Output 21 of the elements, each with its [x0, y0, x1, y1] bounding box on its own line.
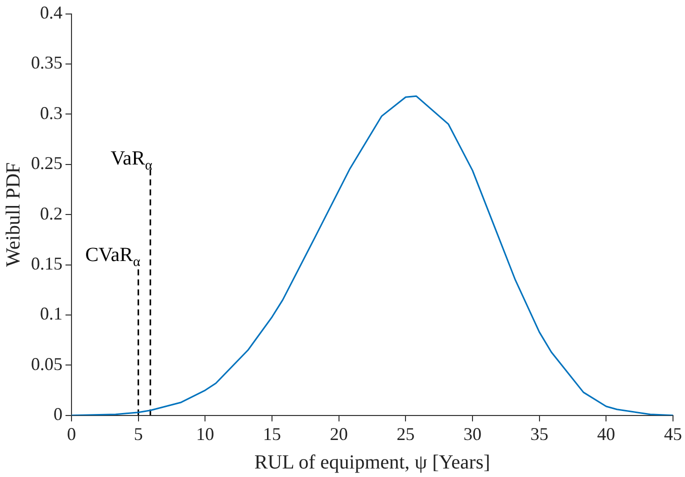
y-tick-label: 0.4 [40, 2, 62, 23]
y-tick-label: 0.35 [31, 52, 62, 73]
y-tick-label: 0.3 [40, 102, 62, 123]
y-tick-label: 0.1 [40, 304, 62, 324]
x-axis-title: RUL of equipment, ψ [Years] [254, 451, 490, 474]
y-tick-label: 0.15 [31, 254, 62, 274]
y-axis-title: Weibull PDF [2, 162, 24, 267]
y-tick-label: 0.25 [31, 153, 62, 174]
x-tick-label: 45 [664, 424, 682, 444]
x-tick-label: 5 [134, 424, 143, 444]
x-tick-label: 35 [530, 424, 548, 444]
x-tick-label: 15 [263, 424, 281, 444]
x-tick-label: 40 [597, 424, 616, 444]
x-tick-label: 25 [396, 424, 415, 444]
y-tick-label: 0.2 [40, 203, 62, 224]
x-tick-label: 10 [196, 424, 214, 444]
y-tick-label: 0 [54, 404, 62, 424]
y-tick-label: 0.05 [31, 354, 62, 374]
x-tick-label: 30 [464, 424, 482, 444]
x-tick-label: 0 [67, 424, 76, 444]
x-tick-label: 20 [330, 424, 348, 444]
